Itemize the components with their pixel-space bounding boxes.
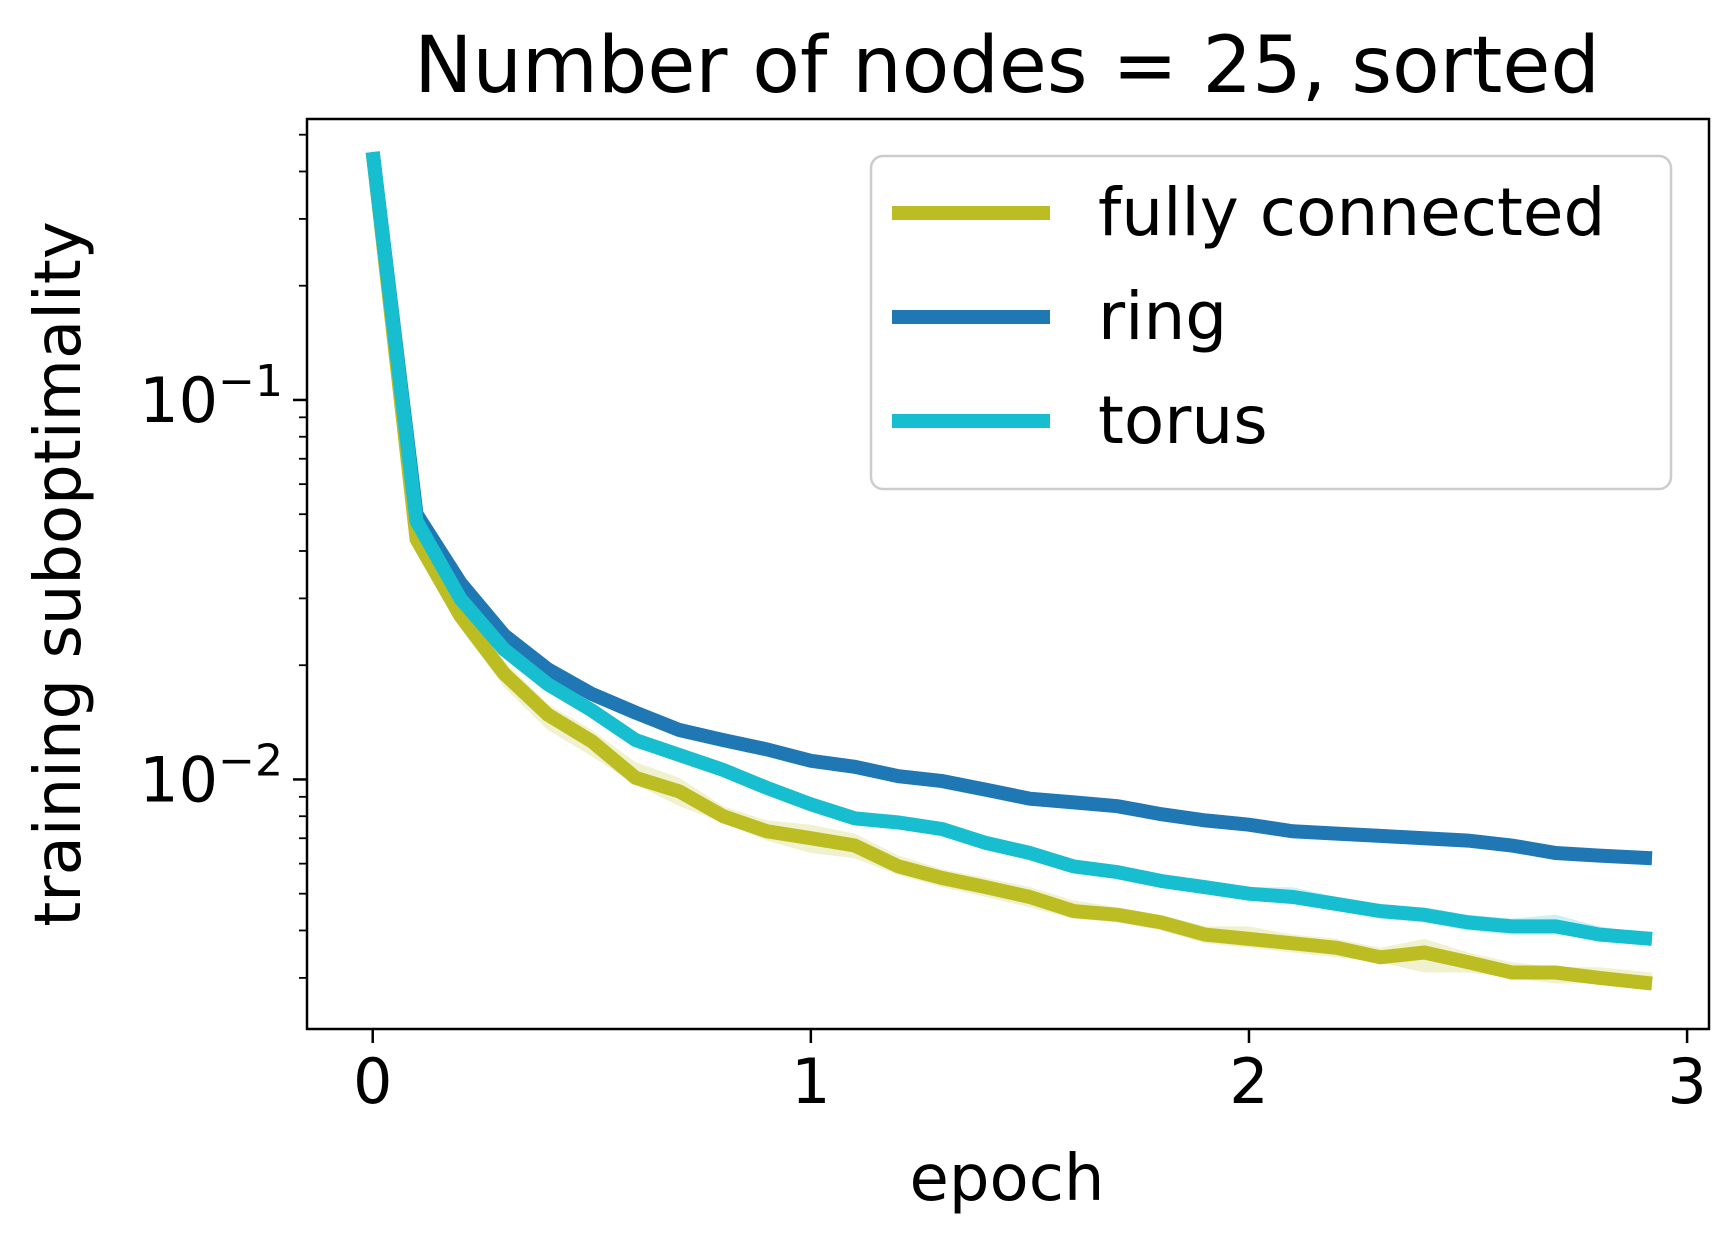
- series-line-ring: [365, 151, 1653, 866]
- x-tick-label: 0: [353, 1045, 392, 1118]
- series-line-torus: [365, 151, 1653, 946]
- x-axis-ticks: 0 1 2 3: [353, 1029, 1707, 1118]
- legend-items: fully connected ring torus: [892, 174, 1605, 459]
- series-lines: [365, 151, 1653, 991]
- y-tick-label: 10−1: [139, 356, 283, 437]
- series-line-fully-connected: [365, 151, 1653, 991]
- x-axis-label: epoch: [910, 1142, 1105, 1216]
- legend-label: torus: [1098, 382, 1268, 459]
- legend-label: ring: [1098, 278, 1227, 355]
- y-axis-ticks: 10−1 10−2: [139, 356, 307, 816]
- x-tick-label: 2: [1229, 1045, 1268, 1118]
- x-tick-label: 1: [791, 1045, 830, 1118]
- legend-label: fully connected: [1098, 174, 1605, 251]
- chart-title: Number of nodes = 25, sorted: [414, 21, 1600, 111]
- plot-frame: [305, 117, 1711, 1031]
- y-axis-label: training suboptimality: [22, 221, 96, 927]
- y-axis-minor-ticks: [299, 133, 307, 979]
- y-tick-label: 10−2: [139, 735, 283, 816]
- x-tick-label: 3: [1667, 1045, 1706, 1118]
- legend: fully connected ring torus: [869, 154, 1673, 491]
- legend-box: [869, 154, 1673, 491]
